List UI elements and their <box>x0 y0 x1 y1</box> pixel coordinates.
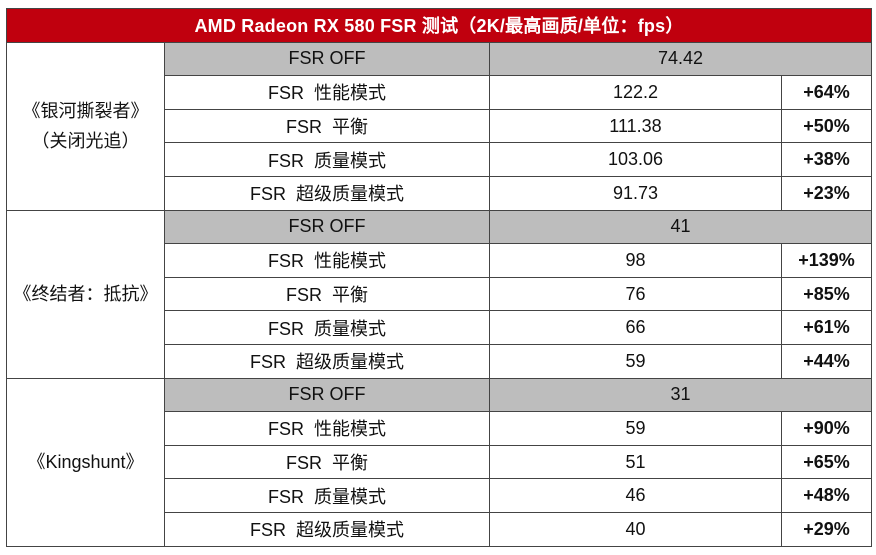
setting-cell: FSR 质量模式 <box>164 478 490 513</box>
setting-cell: FSR OFF <box>164 209 490 245</box>
gain-cell: +23% <box>781 175 872 211</box>
setting-cell: FSR OFF <box>164 377 490 413</box>
fps-cell: 59 <box>489 411 782 446</box>
game-cell: 《终结者：抵抗》 <box>6 209 165 379</box>
gain-cell: +29% <box>781 511 872 547</box>
table-title: AMD Radeon RX 580 FSR 测试（2K/最高画质/单位：fps） <box>6 8 872 43</box>
setting-cell: FSR 平衡 <box>164 276 490 312</box>
table-row: FSR 平衡 111.38 +50% <box>7 108 872 144</box>
fps-cell: 91.73 <box>489 175 782 211</box>
table-row: FSR 超级质量模式 91.73 +23% <box>7 175 872 211</box>
game-name: 《Kingshunt》 <box>27 452 144 473</box>
table-row: 《终结者：抵抗》 FSR OFF 41 <box>6 209 872 379</box>
gain-cell: +38% <box>781 142 872 177</box>
setting-cell: FSR 质量模式 <box>164 310 490 345</box>
fps-cell: 40 <box>489 511 782 547</box>
gain-cell: +85% <box>781 276 872 312</box>
fps-cell: 66 <box>489 310 782 345</box>
table-row: 《Kingshunt》 FSR OFF 31 <box>6 377 872 547</box>
gain-cell: +139% <box>781 243 872 278</box>
fps-cell: 74.42 <box>489 41 872 77</box>
game-note: （关闭光追） <box>31 131 140 152</box>
setting-cell: FSR 性能模式 <box>164 75 490 110</box>
fps-cell: 103.06 <box>489 142 782 177</box>
table-body: 《银河撕裂者》 （关闭光追） FSR OFF 74.42 FSR 性能模式 12… <box>6 41 872 547</box>
gain-cell: +48% <box>781 478 872 513</box>
fps-cell: 46 <box>489 478 782 513</box>
table-row: FSR 质量模式 103.06 +38% <box>7 142 872 177</box>
fsr-benchmark-table: AMD Radeon RX 580 FSR 测试（2K/最高画质/单位：fps）… <box>6 8 872 547</box>
setting-cell: FSR OFF <box>164 41 490 77</box>
table-row: 《银河撕裂者》 （关闭光追） FSR OFF 74.42 <box>6 41 872 211</box>
fps-cell: 41 <box>489 209 872 245</box>
gain-cell: +90% <box>781 411 872 446</box>
gain-cell: +64% <box>781 75 872 110</box>
gain-cell: +65% <box>781 444 872 480</box>
game-name: 《终结者：抵抗》 <box>13 284 158 305</box>
game-cell: 《银河撕裂者》 （关闭光追） <box>6 41 165 211</box>
fps-cell: 59 <box>489 343 782 379</box>
gain-cell: +61% <box>781 310 872 345</box>
table-row: FSR 超级质量模式 40 +29% <box>7 511 872 547</box>
table-row: FSR 平衡 76 +85% <box>7 276 872 312</box>
fps-cell: 122.2 <box>489 75 782 110</box>
game-cell: 《Kingshunt》 <box>6 377 165 547</box>
setting-cell: FSR 超级质量模式 <box>164 175 490 211</box>
setting-cell: FSR 平衡 <box>164 108 490 144</box>
table-row: FSR 性能模式 98 +139% <box>7 243 872 278</box>
gain-cell: +50% <box>781 108 872 144</box>
setting-cell: FSR 超级质量模式 <box>164 511 490 547</box>
setting-cell: FSR 性能模式 <box>164 243 490 278</box>
fps-cell: 31 <box>489 377 872 413</box>
setting-cell: FSR 性能模式 <box>164 411 490 446</box>
setting-cell: FSR 超级质量模式 <box>164 343 490 379</box>
game-name: 《银河撕裂者》 <box>22 101 149 122</box>
table-row: FSR 性能模式 122.2 +64% <box>7 75 872 110</box>
setting-cell: FSR 质量模式 <box>164 142 490 177</box>
table-row: FSR 性能模式 59 +90% <box>7 411 872 446</box>
setting-cell: FSR 平衡 <box>164 444 490 480</box>
fps-cell: 98 <box>489 243 782 278</box>
fps-cell: 76 <box>489 276 782 312</box>
fps-cell: 51 <box>489 444 782 480</box>
fps-cell: 111.38 <box>489 108 782 144</box>
gain-cell: +44% <box>781 343 872 379</box>
